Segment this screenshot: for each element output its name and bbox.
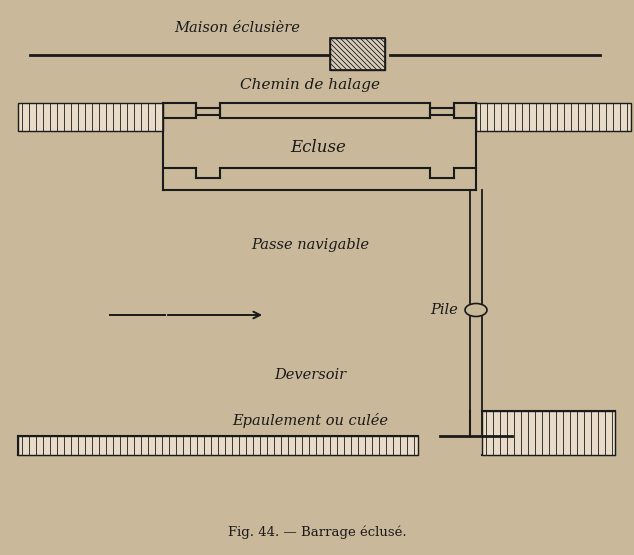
Polygon shape	[330, 38, 385, 70]
Polygon shape	[482, 411, 615, 455]
Polygon shape	[18, 103, 163, 131]
Ellipse shape	[465, 304, 487, 316]
Text: Ecluse: Ecluse	[290, 139, 346, 157]
Text: Fig. 44. — Barrage éclusé.: Fig. 44. — Barrage éclusé.	[228, 525, 406, 539]
Bar	[330, 38, 385, 70]
Text: Maison éclusière: Maison éclusière	[174, 21, 300, 35]
Text: Chemin de halage: Chemin de halage	[240, 78, 380, 92]
Text: Epaulement ou culée: Epaulement ou culée	[232, 412, 388, 427]
Text: Deversoir: Deversoir	[274, 368, 346, 382]
Polygon shape	[18, 436, 418, 455]
Text: Pile: Pile	[430, 303, 458, 317]
Polygon shape	[476, 103, 631, 131]
Text: Passe navigable: Passe navigable	[251, 238, 369, 252]
